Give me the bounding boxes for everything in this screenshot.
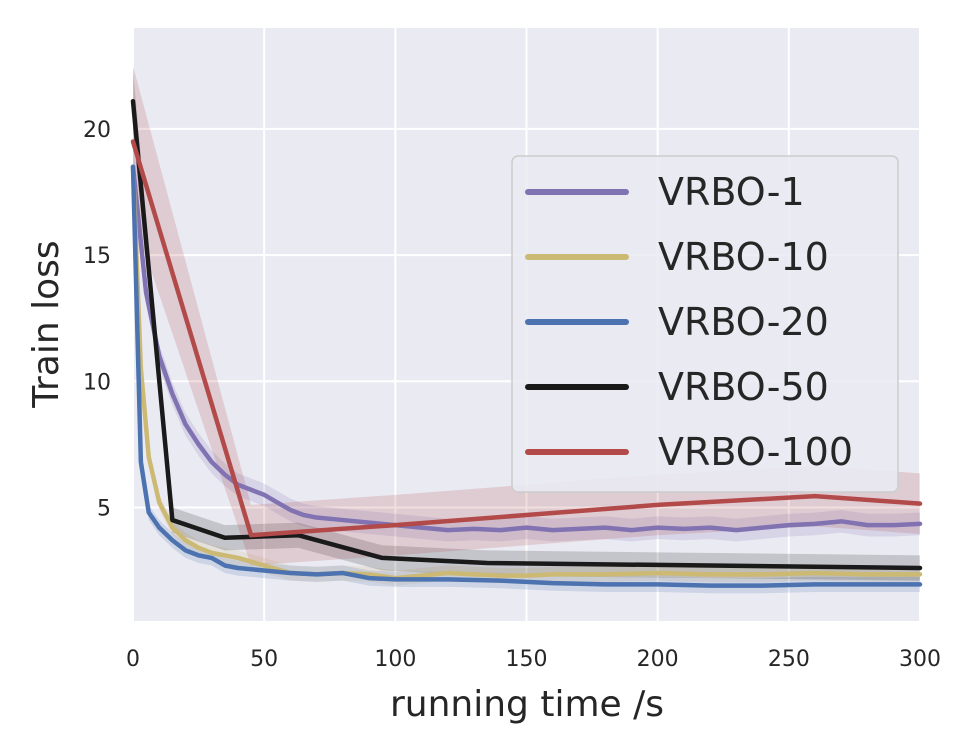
y-tick-label: 10 — [83, 370, 111, 395]
band-vrbo-50 — [133, 69, 920, 581]
series-lines — [130, 98, 923, 588]
x-axis-label: running time /s — [390, 684, 664, 725]
series-line-vrbo-50 — [130, 98, 923, 571]
x-tick-label: 150 — [506, 647, 548, 672]
x-tick-label: 300 — [899, 647, 941, 672]
y-tick-label: 5 — [97, 496, 111, 521]
x-tick-label: 250 — [768, 647, 810, 672]
legend-label-vrbo-50: VRBO-50 — [658, 365, 829, 409]
x-tick-label: 0 — [126, 647, 140, 672]
legend-label-vrbo-1: VRBO-1 — [658, 170, 805, 214]
legend-label-vrbo-20: VRBO-20 — [658, 300, 829, 344]
series-line-vrbo-10 — [130, 164, 923, 581]
x-tick-labels: 0 50 100 150 200 250 300 — [126, 647, 941, 672]
x-tick-label: 200 — [637, 647, 679, 672]
legend-label-vrbo-100: VRBO-100 — [658, 430, 853, 474]
y-tick-label: 15 — [83, 244, 111, 269]
series-line-vrbo-20 — [130, 164, 923, 588]
band-vrbo-100 — [133, 65, 920, 566]
x-tick-label: 100 — [374, 647, 416, 672]
y-tick-label: 20 — [83, 118, 111, 143]
series-line-vrbo-1 — [130, 164, 923, 533]
legend: VRBO-1 VRBO-10 VRBO-20 VRBO-50 VRBO-100 — [511, 155, 899, 493]
y-axis-label: Train loss — [26, 240, 67, 408]
series-line-vrbo-100 — [130, 139, 923, 538]
legend-box — [511, 155, 899, 493]
y-tick-labels: 5 10 15 20 — [83, 118, 111, 522]
x-tick-label: 50 — [250, 647, 278, 672]
confidence-bands — [133, 65, 920, 594]
legend-label-vrbo-10: VRBO-10 — [658, 235, 829, 279]
